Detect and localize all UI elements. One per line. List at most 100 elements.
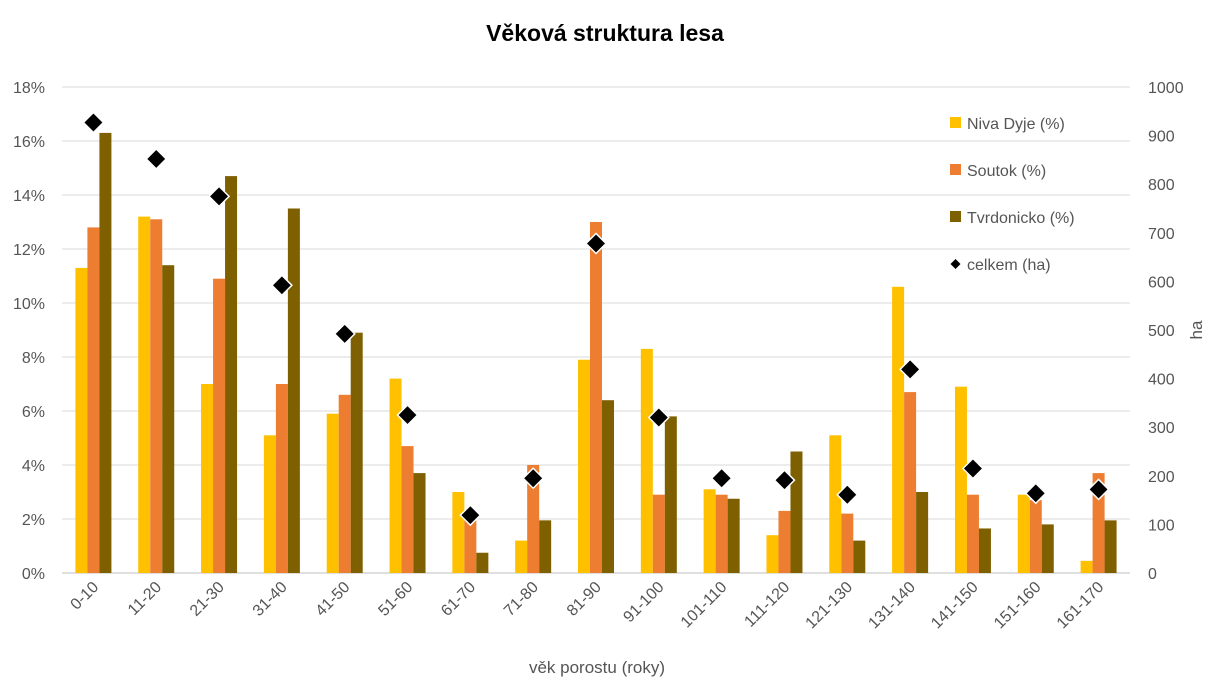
bar <box>1017 494 1030 573</box>
bar <box>275 384 288 573</box>
x-tick-label: 81-90 <box>564 579 605 620</box>
bar <box>703 489 716 573</box>
point <box>773 469 796 492</box>
bar <box>464 513 477 573</box>
x-tick-label: 41-50 <box>313 579 354 620</box>
point <box>82 111 105 134</box>
bar <box>225 176 238 573</box>
bar <box>790 451 803 573</box>
bar <box>664 416 677 573</box>
x-tick-label: 121-130 <box>803 579 857 633</box>
x-tick-label: 141-150 <box>928 579 982 633</box>
bar <box>263 435 276 573</box>
point <box>1087 478 1110 501</box>
legend-label: Tvrdonicko (%) <box>967 210 1075 227</box>
x-tick-label: 0-10 <box>68 579 103 614</box>
y-tick-label: 14% <box>13 188 45 205</box>
y2-tick-label: 700 <box>1148 226 1175 243</box>
bar <box>892 286 905 573</box>
bar <box>326 413 339 573</box>
bar <box>162 265 175 573</box>
bar <box>829 435 842 573</box>
legend: Niva Dyje (%) Soutok (%) Tvrdonicko (%) cel… <box>950 116 1075 274</box>
bar <box>778 510 791 573</box>
chart-title: Věková struktura lesa <box>486 20 724 46</box>
point <box>647 406 670 429</box>
legend-swatch <box>950 211 961 222</box>
point <box>710 467 733 490</box>
bar <box>916 492 929 573</box>
left-axis: 0% 2% 4% 6% 8% 10% 12% 14% 16% 18% <box>13 80 45 583</box>
bar <box>590 222 602 573</box>
right-axis: 0 100 200 300 400 500 600 700 800 900 1000 <box>1148 80 1184 583</box>
bar <box>138 216 151 573</box>
point <box>1024 482 1047 505</box>
bar <box>150 219 163 574</box>
bar <box>1041 524 1054 573</box>
bar <box>338 394 351 573</box>
point <box>584 232 608 255</box>
bar <box>954 386 967 573</box>
point <box>836 483 859 506</box>
point <box>899 358 922 381</box>
bar <box>350 332 363 573</box>
bar <box>1029 500 1042 573</box>
bar <box>527 465 540 573</box>
bar <box>452 492 465 573</box>
bar <box>99 132 112 573</box>
bar <box>401 446 414 573</box>
x-tick-label: 11-20 <box>125 579 165 619</box>
legend-label: Soutok (%) <box>967 163 1046 180</box>
y-tick-label: 8% <box>22 350 45 367</box>
y2-tick-label: 500 <box>1148 323 1175 340</box>
bar <box>476 552 489 573</box>
point <box>459 504 482 527</box>
bar <box>87 227 100 573</box>
bar <box>413 473 426 573</box>
point <box>145 147 168 170</box>
y2-tick-label: 400 <box>1148 372 1175 389</box>
y-tick-label: 12% <box>13 242 45 259</box>
bar <box>201 384 214 573</box>
x-tick-label: 101-110 <box>678 579 731 632</box>
bar <box>727 498 740 573</box>
y-tick-label: 4% <box>22 458 45 475</box>
bar <box>978 528 991 573</box>
point <box>396 403 419 427</box>
x-tick-label: 111-120 <box>741 579 793 631</box>
x-tick-label: 51-60 <box>375 579 416 620</box>
bar <box>602 400 614 573</box>
bar <box>715 494 728 573</box>
bar <box>578 359 590 573</box>
legend-swatch <box>950 117 961 128</box>
bar <box>1104 520 1117 573</box>
y2-tick-label: 100 <box>1148 517 1175 534</box>
y-tick-label: 18% <box>13 80 45 97</box>
bar <box>539 520 552 573</box>
x-tick-label: 131-140 <box>865 579 919 633</box>
x-tick-label: 71-80 <box>501 579 542 620</box>
x-tick-label: 21-30 <box>187 579 228 620</box>
y2-axis-title: ha <box>1187 320 1206 339</box>
point <box>333 322 356 345</box>
y-tick-label: 16% <box>13 134 45 151</box>
x-tick-label: 31-40 <box>250 579 291 620</box>
x-tick-label: 151-160 <box>991 579 1045 633</box>
bar <box>904 392 917 573</box>
legend-label: celkem (ha) <box>967 257 1051 274</box>
bar <box>966 494 979 573</box>
legend-swatch <box>950 164 961 175</box>
bar <box>640 348 653 573</box>
point <box>961 457 985 480</box>
bar <box>287 208 300 573</box>
point <box>207 185 231 208</box>
x-tick-label: 91-100 <box>620 579 667 626</box>
bar <box>1080 560 1093 573</box>
y2-tick-label: 200 <box>1148 469 1175 486</box>
bars <box>75 132 1117 574</box>
point <box>270 274 293 297</box>
bar <box>652 494 665 573</box>
y-tick-label: 0% <box>22 566 45 583</box>
